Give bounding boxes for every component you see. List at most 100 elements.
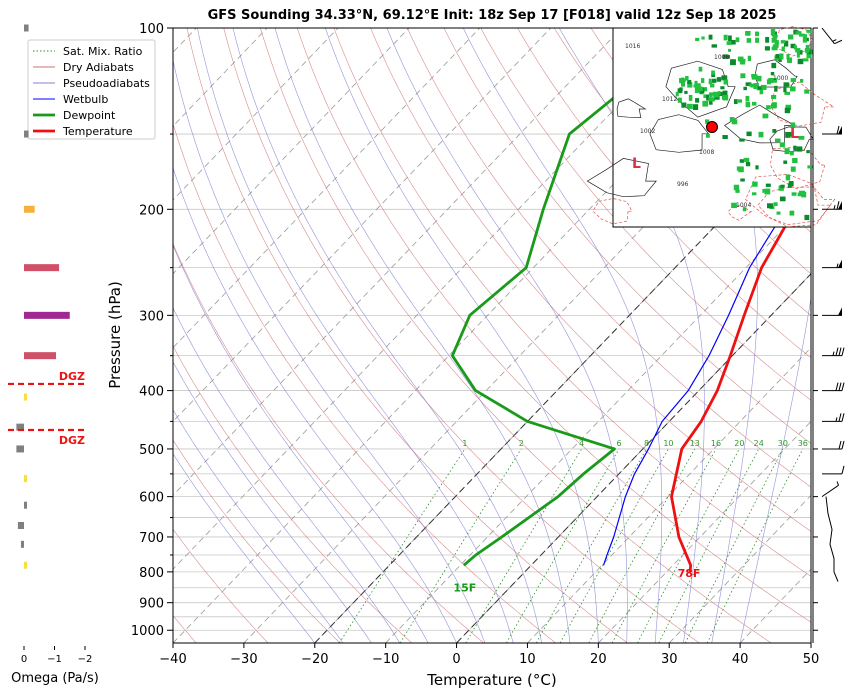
inset-precip-cell <box>680 81 686 87</box>
barb-full <box>838 347 842 356</box>
inset-precip-cell <box>788 181 794 187</box>
inset-precip-cell <box>790 166 796 172</box>
x-axis-label: Temperature (°C) <box>426 671 556 689</box>
isotherm-line <box>173 28 622 496</box>
inset-precip-cell <box>728 48 732 52</box>
barb-full <box>838 382 842 391</box>
isotherm-line <box>173 28 339 201</box>
x-tick-label: 30 <box>661 652 678 667</box>
inset-precip-cell <box>775 54 780 59</box>
inset-contour-label: 996 <box>677 181 689 188</box>
inset-precip-cell <box>771 78 777 83</box>
inset-precip-cell <box>764 188 771 195</box>
inset-precip-cell <box>804 214 810 221</box>
inset-precip-cell <box>766 105 771 110</box>
dry-adiabat <box>173 122 556 643</box>
inset-precip-cell <box>705 133 710 138</box>
mixing-ratio-label: 8 <box>644 439 649 448</box>
inset-precip-cell <box>699 86 703 92</box>
inset-precip-cell <box>757 75 762 82</box>
inset-contour <box>745 174 836 226</box>
inset-precip-cell <box>720 86 725 90</box>
x-tick-label: −10 <box>372 652 399 667</box>
inset-precip-cell <box>739 138 745 142</box>
barb-half <box>836 263 839 268</box>
inset-precip-cell <box>730 59 736 66</box>
inset-precip-cell <box>740 178 745 182</box>
inset-contour-label: 1006 <box>714 54 729 61</box>
inset-precip-cell <box>743 86 747 91</box>
inset-precip-cell <box>784 148 790 155</box>
inset-precip-cell <box>752 181 758 187</box>
inset-precip-cell <box>735 189 740 193</box>
mixing-ratio-label: 4 <box>579 439 584 448</box>
y-tick-label: 700 <box>139 531 164 546</box>
dgz-label: DGZ <box>59 434 85 447</box>
wind-barb <box>822 413 845 422</box>
pseudoadiabat <box>386 28 628 643</box>
inset-precip-cell <box>722 54 728 59</box>
inset-precip-cell <box>772 44 779 48</box>
inset-precip-cell <box>783 86 787 93</box>
inset-contour <box>727 205 753 221</box>
inset-precip-cell <box>733 99 738 105</box>
y-tick-label: 500 <box>139 443 164 458</box>
inset-precip-cell <box>739 159 745 163</box>
inset-precip-cell <box>686 103 693 109</box>
mixing-ratio-line <box>637 448 740 643</box>
barb-full <box>838 413 842 422</box>
inset-precip-cell <box>745 30 751 36</box>
omega-panel: DGZ DGZ 0 −1 −2 <box>8 24 92 665</box>
inset-precip-cell <box>762 188 766 193</box>
inset-precip-cell <box>784 107 791 114</box>
inset-precip-cell <box>746 131 752 137</box>
omega-bar <box>24 205 35 213</box>
inset-precip-cell <box>737 56 744 62</box>
inset-precip-cell <box>790 122 796 129</box>
y-tick-label: 900 <box>139 597 164 612</box>
inset-precip-cell <box>766 79 771 85</box>
y-tick-label: 800 <box>139 566 164 581</box>
surface-dewpoint-label: 15F <box>453 581 476 594</box>
y-tick-label: 400 <box>139 385 164 400</box>
inset-precip-cell <box>804 89 810 94</box>
barb-full <box>834 39 843 45</box>
inset-precip-cell <box>749 83 753 87</box>
barb-full <box>838 440 842 450</box>
series-temperature <box>670 181 811 573</box>
pseudoadiabat <box>173 244 429 643</box>
inset-precip-cell <box>783 82 790 87</box>
inset-precip-cell <box>723 34 728 41</box>
omega-bar <box>24 24 29 32</box>
inset-precip-cell <box>721 75 728 81</box>
mixing-ratio-label: 1 <box>462 439 467 448</box>
background-lines <box>173 28 811 643</box>
inset-precip-cell <box>742 207 747 212</box>
omega-axis-label: Omega (Pa/s) <box>11 671 99 686</box>
wind-barbs <box>812 27 845 643</box>
mixing-ratio-label: 2 <box>519 439 524 448</box>
inset-precip-cell <box>746 38 752 43</box>
pseudoadiabat <box>739 28 811 643</box>
inset-precip-cell <box>806 49 812 55</box>
inset-precip-cell <box>779 196 786 202</box>
dry-adiabat <box>553 28 811 317</box>
surface-temperature-label: 78F <box>678 567 701 580</box>
isotherm-line <box>173 28 481 349</box>
mixing-ratio-line <box>506 448 620 643</box>
inset-precip-cell <box>711 73 716 78</box>
inset-precip-cell <box>781 46 785 52</box>
mixing-ratio-label: 20 <box>734 439 744 448</box>
inset-precip-cell <box>800 78 804 83</box>
inset-precip-cell <box>793 45 797 50</box>
inset-precip-cell <box>779 142 785 148</box>
omega-bar <box>24 352 57 360</box>
chart-title: GFS Sounding 34.33°N, 69.12°E Init: 18z … <box>208 8 777 23</box>
inset-precip-cell <box>709 100 713 105</box>
mixing-ratio-label: 30 <box>778 439 788 448</box>
inset-precip-cell <box>765 183 771 187</box>
inset-precip-cell <box>802 36 807 43</box>
inset-low-label: L <box>790 126 799 142</box>
inset-precip-cell <box>751 101 757 106</box>
dry-adiabat <box>223 28 700 643</box>
